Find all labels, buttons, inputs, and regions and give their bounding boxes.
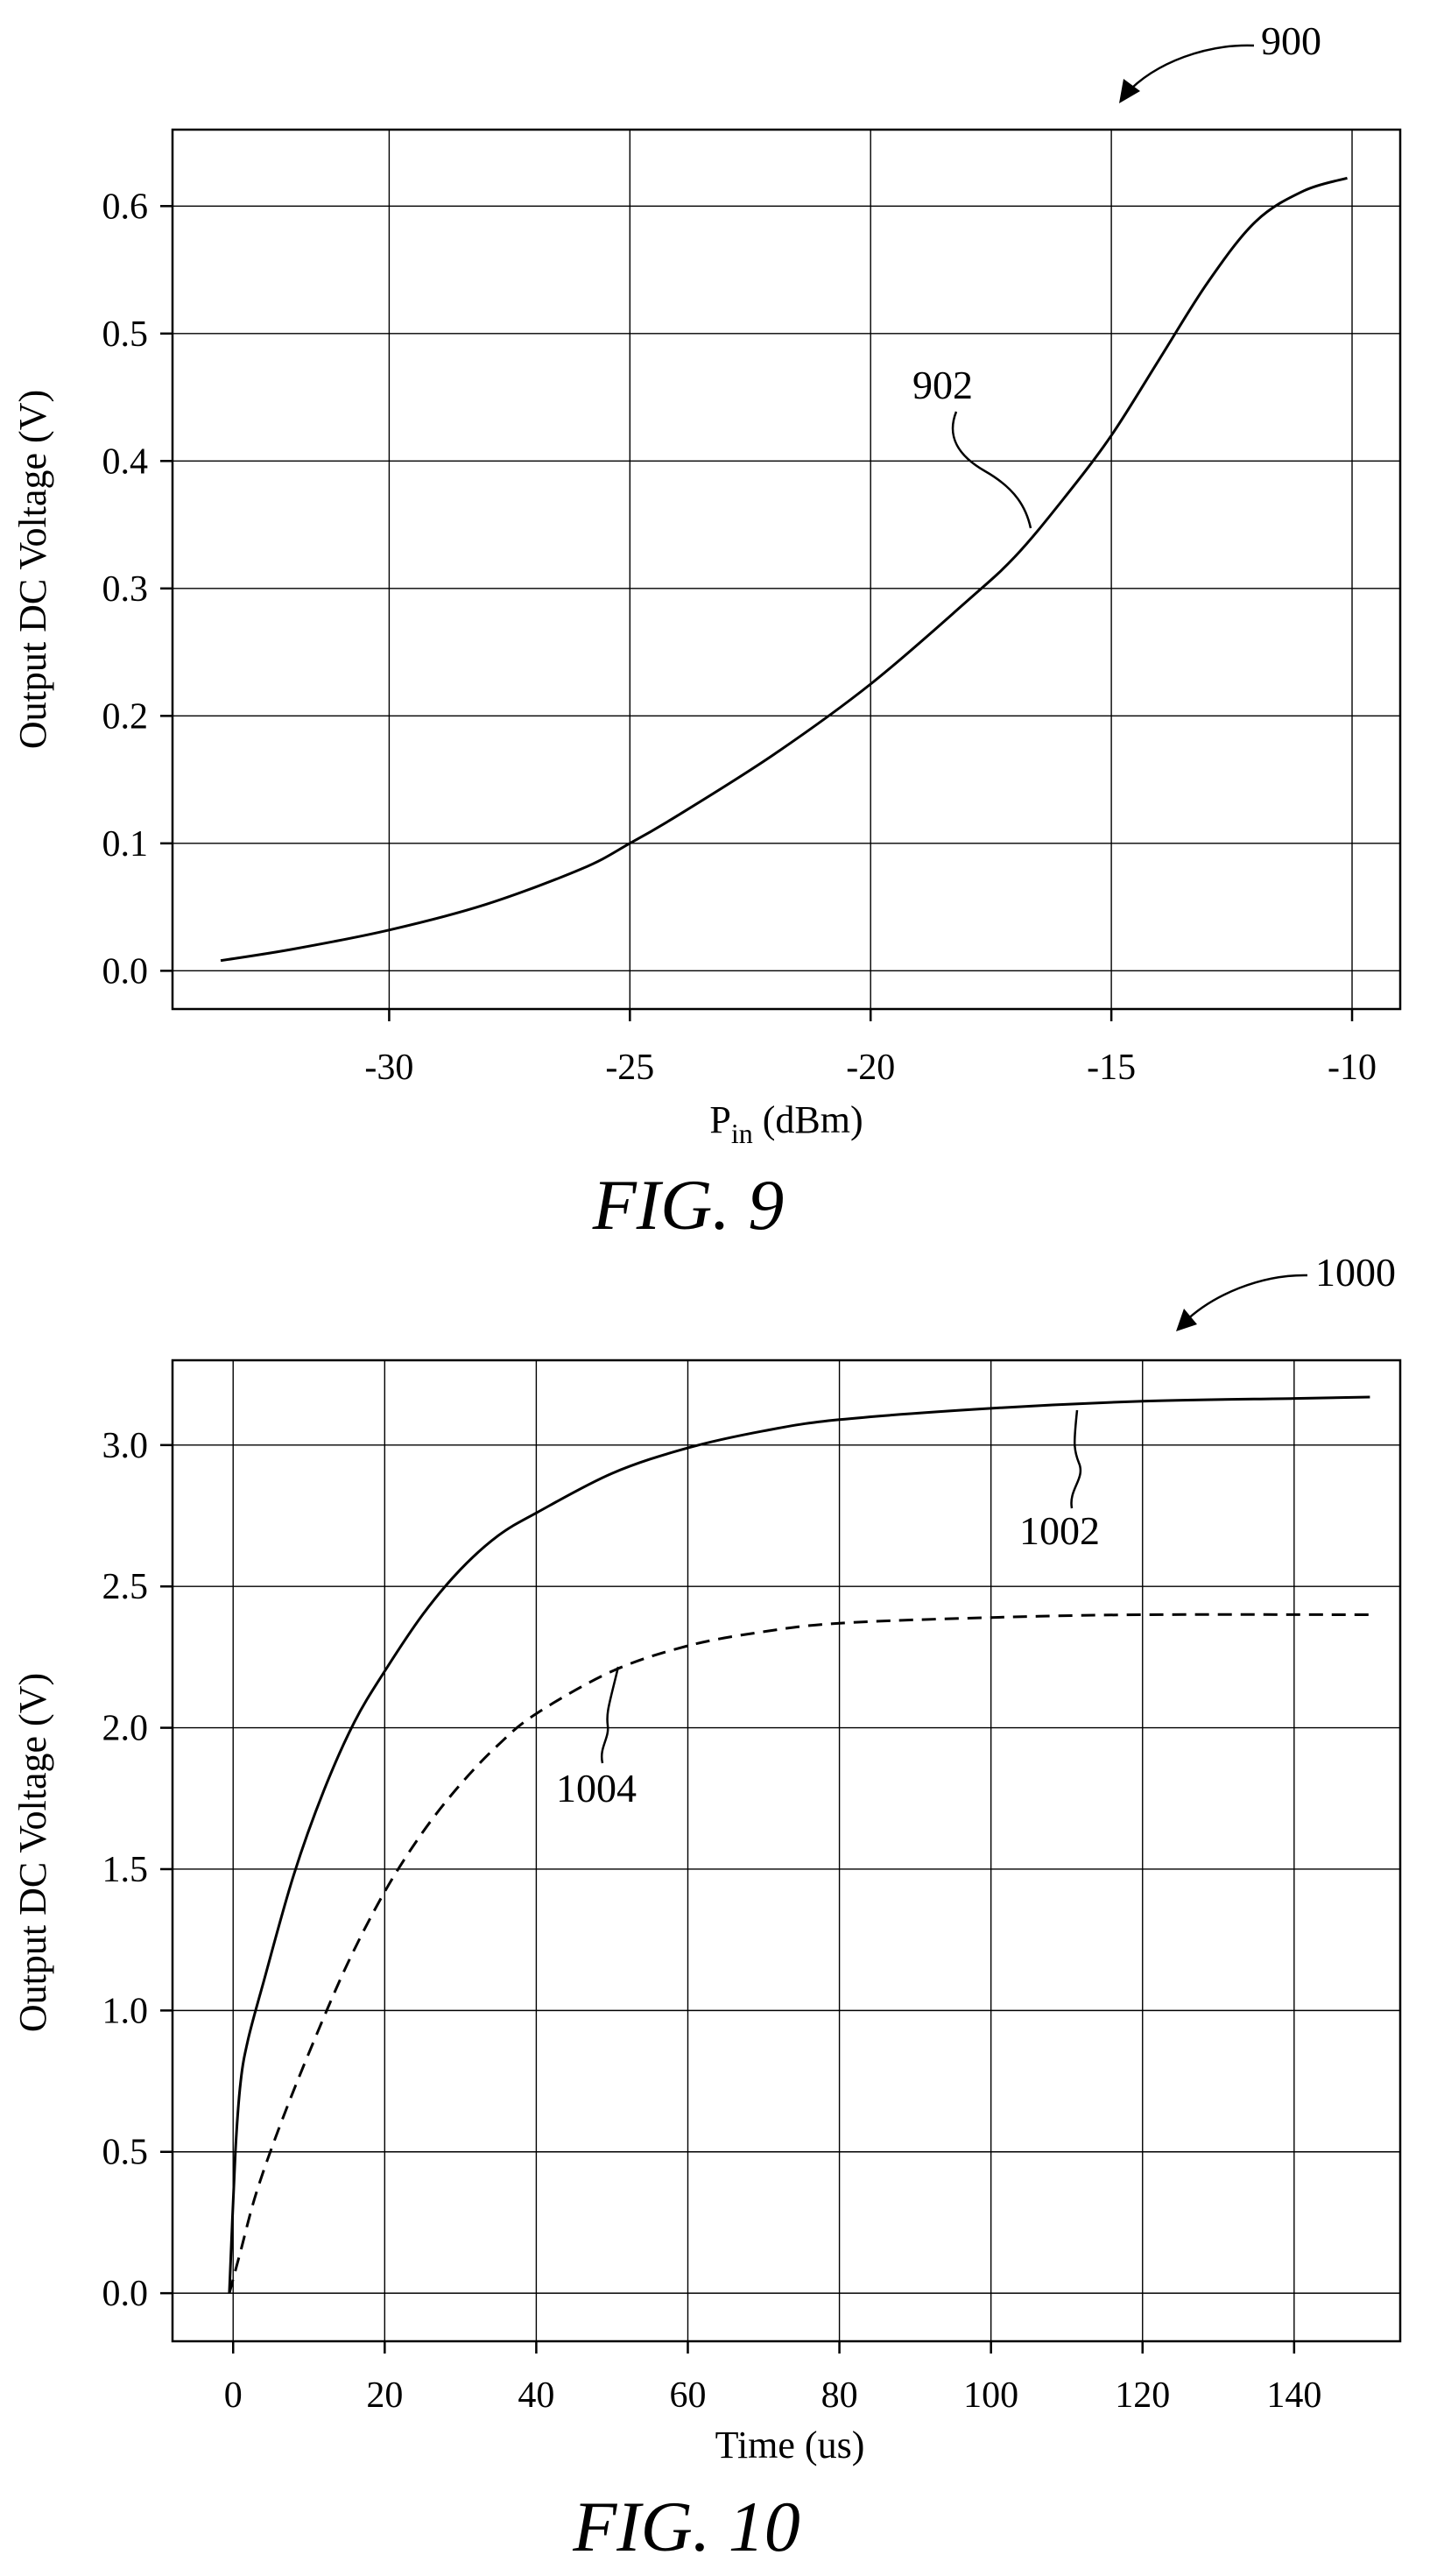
curve-1004-leader: [600, 1666, 620, 1764]
y-tick-label: 0.0: [102, 2274, 149, 2314]
x-tick-label: 140: [1266, 2375, 1321, 2416]
fig10-y-axis-label: Output DC Voltage (V): [11, 1673, 54, 2032]
curve-902-leader: [951, 411, 1032, 529]
fig9-reference-arrow-icon: [1124, 44, 1255, 95]
x-tick-label: 80: [821, 2375, 858, 2416]
curve-label-1004: 1004: [556, 1766, 637, 1810]
fig9-arrowhead-icon: [1119, 79, 1140, 103]
fig10-tick-labels: 0 20 40 60 80 100 120 140 0.0 0.5 1.0 1.5 2.0 2.5 3.0: [102, 1426, 1322, 2416]
x-tick-label: -30: [364, 1048, 413, 1088]
y-tick-label: 1.0: [102, 1991, 149, 2031]
fig9-x-axis-label: Pin (dBm): [709, 1098, 863, 1149]
x-tick-label: 60: [669, 2375, 706, 2416]
fig9-reference-number: 900: [1261, 18, 1321, 63]
y-tick-label: 0.2: [102, 696, 149, 737]
fig10-plot-frame: [171, 1359, 1402, 2343]
y-tick-label: 0.4: [102, 441, 149, 482]
x-tick-label: 0: [224, 2375, 243, 2416]
fig10-gridlines: [160, 1360, 1400, 2354]
fig10-x-axis-label: Time (us): [715, 2424, 865, 2467]
fig9-tick-labels: -30 -25 -20 -15 -10 0.0 0.1 0.2 0.3 0.4 0.5 0.6: [102, 187, 1377, 1088]
x-tick-label: -10: [1328, 1048, 1377, 1088]
y-tick-label: 0.0: [102, 951, 149, 992]
curve-label-1002: 1002: [1019, 1508, 1100, 1553]
curve-902: [220, 176, 1348, 963]
y-tick-label: 0.3: [102, 569, 149, 610]
fig10-arrowhead-icon: [1176, 1309, 1197, 1331]
y-tick-label: 0.1: [102, 824, 149, 865]
fig9-gridlines: [160, 130, 1400, 1021]
x-tick-label: -20: [846, 1048, 895, 1088]
fig9-chart: -30 -25 -20 -15 -10 0.0 0.1 0.2 0.3 0.4 0.5 0.6 900…: [11, 18, 1402, 1245]
fig10-reference-arrow-icon: [1183, 1274, 1308, 1323]
y-tick-label: 2.0: [102, 1709, 149, 1749]
x-tick-label: -15: [1087, 1048, 1136, 1088]
x-tick-label: 40: [518, 2375, 554, 2416]
y-tick-label: 0.6: [102, 187, 149, 227]
fig9-caption: FIG. 9: [592, 1165, 785, 1245]
y-tick-label: 1.5: [102, 1850, 149, 1890]
curve-1004: [228, 1613, 1370, 2294]
y-tick-label: 0.5: [102, 314, 149, 355]
y-tick-label: 0.5: [102, 2133, 149, 2173]
curve-1002-leader: [1070, 1409, 1082, 1509]
x-tick-label: 120: [1115, 2375, 1170, 2416]
y-tick-label: 2.5: [102, 1567, 149, 1607]
fig9-plot-frame: [171, 128, 1402, 1011]
curve-label-902: 902: [912, 363, 973, 407]
x-tick-label: -25: [605, 1048, 654, 1088]
x-tick-label: 100: [963, 2375, 1018, 2416]
fig10-chart: 0 20 40 60 80 100 120 1400.00.51.01.52.02.53.0 …: [11, 1250, 1402, 2566]
fig9-y-axis-label: Output DC Voltage (V): [11, 390, 54, 749]
curve-1002: [228, 1395, 1370, 2294]
fig10-caption: FIG. 10: [572, 2487, 800, 2566]
x-tick-label: 20: [366, 2375, 403, 2416]
y-tick-label: 3.0: [102, 1426, 149, 1466]
fig10-reference-number: 1000: [1315, 1250, 1396, 1295]
